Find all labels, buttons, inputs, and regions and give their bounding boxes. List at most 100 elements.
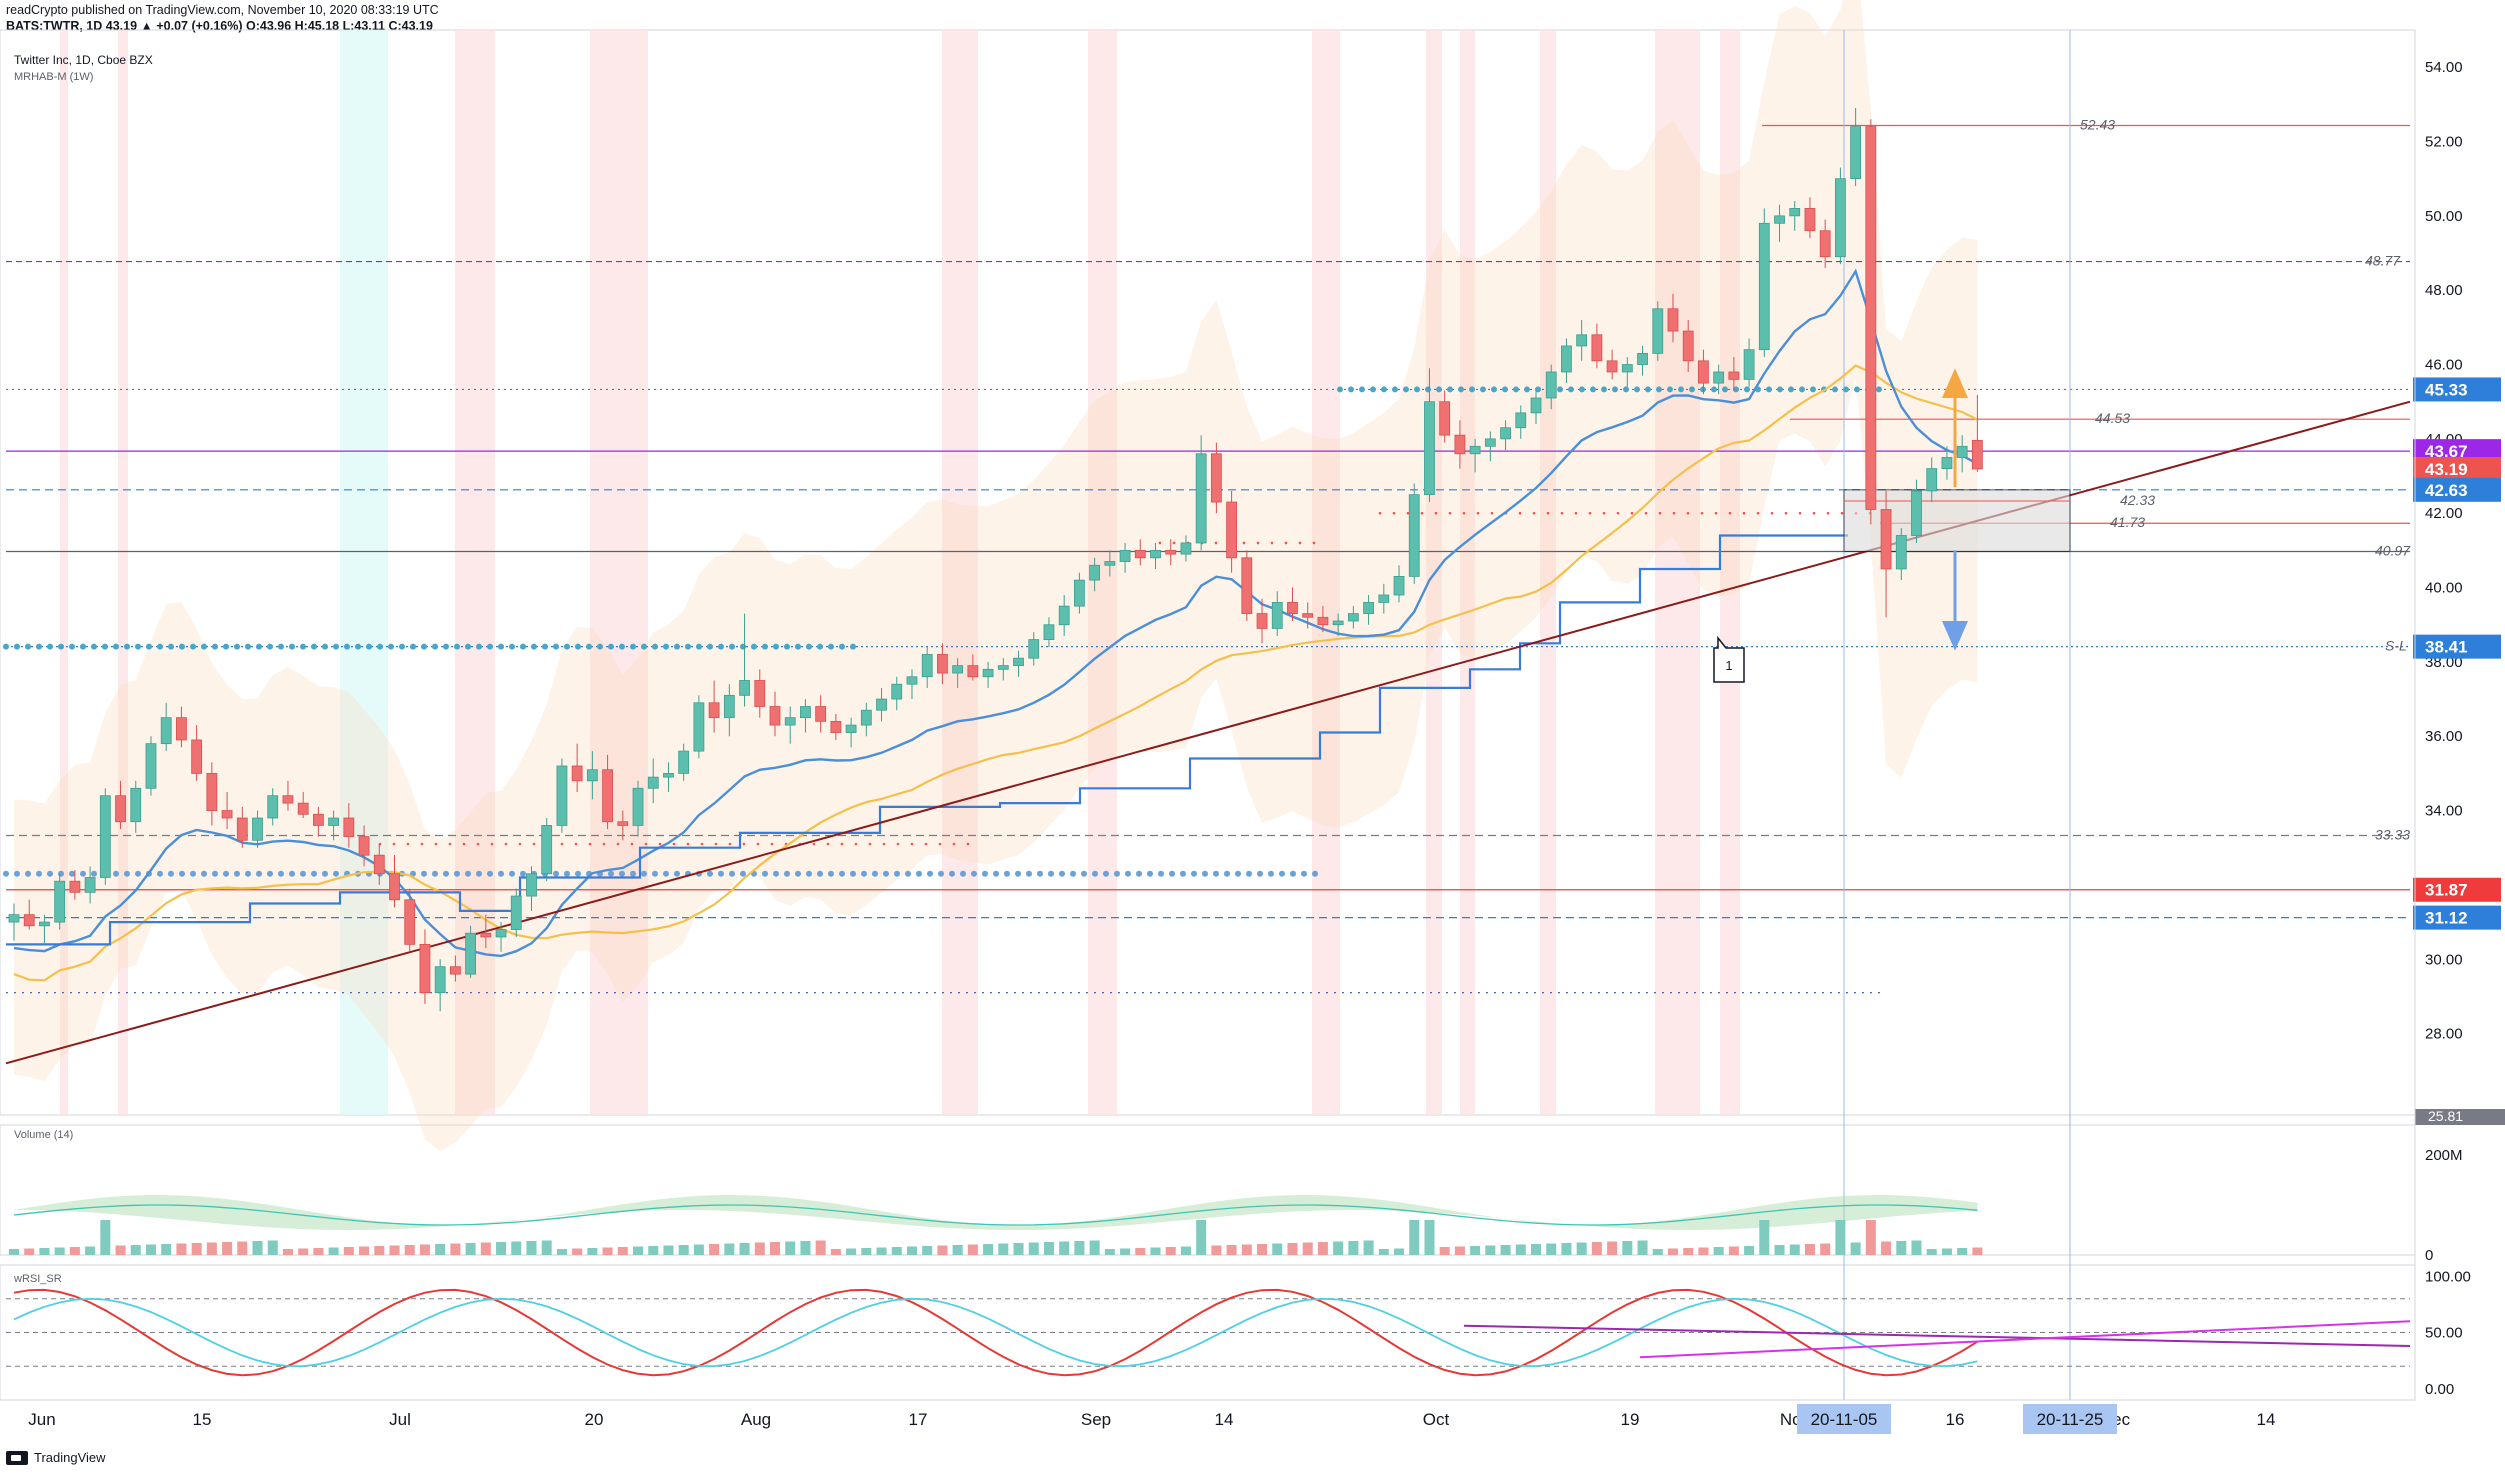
signal-dot: [36, 643, 42, 650]
signal-dot: [850, 870, 856, 877]
signal-dot: [102, 643, 108, 650]
candle-body: [1804, 208, 1816, 232]
volume-bar: [906, 1246, 917, 1255]
candle: [1134, 539, 1146, 566]
signal-dot: [454, 643, 460, 650]
signal-dot: [784, 870, 790, 877]
candle-body: [556, 765, 568, 826]
signal-dot: [608, 643, 614, 650]
signal-dot: [267, 870, 273, 877]
candle-body: [1530, 397, 1542, 414]
candle-body: [115, 795, 126, 823]
signal-dot: [1004, 870, 1010, 877]
candle-body: [1302, 613, 1314, 618]
signal-dot: [1081, 870, 1087, 877]
price-badge: [2413, 634, 2501, 659]
signal-dot: [1876, 386, 1882, 393]
candle: [465, 925, 477, 978]
volume-bar: [1561, 1243, 1572, 1255]
signal-dot: [168, 643, 174, 650]
signal-dot: [1242, 541, 1246, 545]
candle-body: [982, 668, 994, 678]
candle: [1469, 438, 1481, 473]
signal-dot: [773, 643, 779, 650]
candle-body: [1210, 453, 1222, 503]
signal-dot: [25, 643, 31, 650]
highlight-band: [1540, 30, 1556, 1115]
signal-dot: [289, 643, 295, 650]
volume-bar: [1043, 1242, 1054, 1255]
candle: [236, 806, 248, 848]
volume-bar: [1865, 1220, 1876, 1255]
candle-body: [191, 739, 203, 774]
signal-dot: [278, 643, 284, 650]
candle: [586, 751, 598, 800]
volume-bar: [876, 1247, 887, 1255]
signal-dot: [714, 842, 718, 846]
signal-dot: [454, 870, 460, 877]
price-badge: [2413, 477, 2501, 502]
signal-dot: [1854, 386, 1860, 393]
signal-dot: [773, 870, 779, 877]
signal-dot: [729, 870, 735, 877]
signal-dot: [952, 842, 956, 846]
signal-dot: [1214, 541, 1218, 545]
signal-dot: [971, 870, 977, 877]
signal-dot: [392, 842, 396, 846]
signal-dot: [406, 842, 410, 846]
volume-bar: [678, 1245, 689, 1255]
signal-dot: [806, 643, 812, 650]
volume-bar: [754, 1242, 765, 1255]
signal-dot: [1257, 870, 1263, 877]
candle: [1226, 490, 1237, 573]
signal-dot: [756, 842, 760, 846]
signal-dot: [465, 643, 471, 650]
signal-dot: [179, 870, 185, 877]
signal-dot: [1290, 870, 1296, 877]
candle-body: [708, 702, 720, 719]
volume-bar: [556, 1249, 567, 1255]
volume-bar: [1941, 1248, 1952, 1255]
volume-bar: [602, 1247, 613, 1255]
candle-body: [419, 943, 431, 994]
signal-dot: [910, 842, 914, 846]
signal-dot: [616, 842, 620, 846]
annotation-callout: 1: [1713, 635, 1745, 683]
x-tick-label: Aug: [741, 1410, 771, 1429]
candle-body: [8, 914, 20, 923]
volume-bar: [1804, 1244, 1815, 1255]
signal-dot: [1462, 511, 1466, 515]
signal-dot: [707, 870, 713, 877]
signal-dot: [1832, 386, 1838, 393]
signal-dot: [674, 870, 680, 877]
signal-dot: [532, 842, 536, 846]
signal-dot: [949, 870, 955, 877]
signal-dot: [742, 842, 746, 846]
signal-dot: [597, 643, 603, 650]
volume-bar: [846, 1248, 857, 1255]
candle-body: [1393, 576, 1405, 596]
signal-dot: [1601, 386, 1607, 393]
y-tick-label: 52.00: [2425, 134, 2463, 151]
level-label: 33.33: [2375, 826, 2410, 842]
signal-dot: [1784, 511, 1788, 515]
candle: [1089, 557, 1101, 592]
wrsi-tick-label: 100.00: [2425, 1268, 2471, 1285]
candle-body: [1743, 349, 1755, 380]
candle: [8, 903, 20, 941]
volume-bar: [1272, 1243, 1283, 1255]
volume-bar: [1424, 1220, 1435, 1255]
signal-dot: [69, 870, 75, 877]
candle: [1743, 338, 1755, 387]
price-badge-label: 31.87: [2425, 881, 2468, 900]
candle: [1165, 539, 1177, 566]
candle-body: [1621, 364, 1633, 373]
price-badge: [2413, 456, 2501, 481]
signal-dot: [1711, 386, 1717, 393]
signal-dot: [619, 870, 625, 877]
volume-bar: [115, 1245, 126, 1255]
volume-bar: [830, 1249, 841, 1255]
signal-dot: [1370, 386, 1376, 393]
signal-dot: [1125, 870, 1131, 877]
